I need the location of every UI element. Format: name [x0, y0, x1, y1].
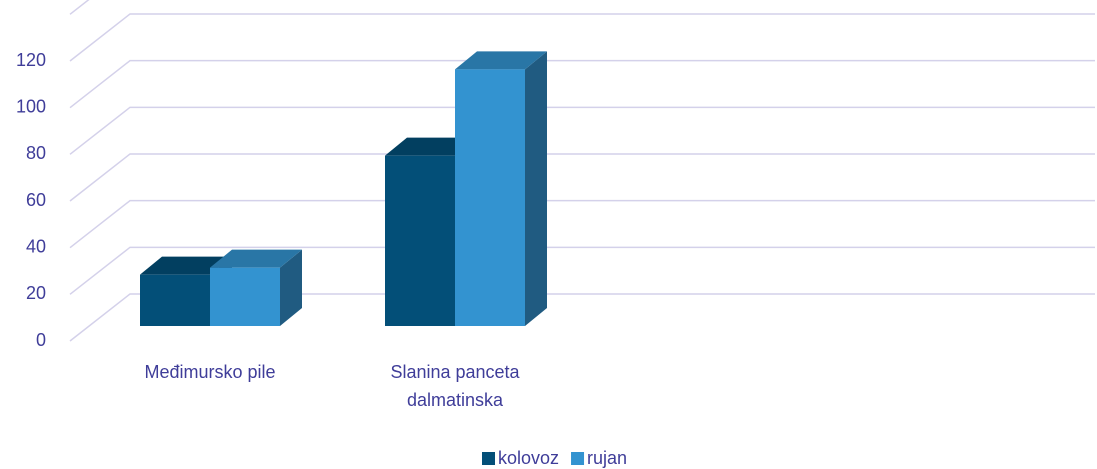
- x-tick-label: Međimursko pile: [144, 362, 276, 382]
- grid-line: [69, 153, 1095, 202]
- x-tick-label: Slanina panceta dalmatinska: [390, 362, 520, 410]
- legend-swatch: [482, 452, 495, 465]
- grid-line: [69, 0, 90, 15]
- grid-line: [69, 106, 1095, 155]
- bar: [140, 274, 210, 326]
- y-tick-label: 100: [16, 96, 46, 116]
- y-tick-label: 120: [16, 50, 46, 70]
- bar: [385, 155, 455, 326]
- grid-line: [69, 59, 1095, 109]
- grid-line: [69, 293, 1095, 342]
- bar-side: [280, 249, 302, 326]
- y-tick-label: 60: [26, 190, 46, 210]
- legend-label: rujan: [587, 448, 627, 468]
- bar-side: [525, 51, 547, 326]
- legend-swatch: [571, 452, 585, 465]
- y-tick-label: 80: [26, 143, 46, 163]
- bar-top: [140, 256, 232, 275]
- grid-line: [69, 13, 1095, 62]
- bar: [210, 267, 280, 326]
- bar: [455, 69, 525, 326]
- bar-top: [385, 137, 477, 156]
- y-tick-label: 0: [36, 330, 46, 350]
- grid-line: [69, 199, 1095, 249]
- bar-top: [455, 51, 547, 70]
- grid-line: [69, 246, 1095, 295]
- y-tick-label: 40: [26, 236, 46, 256]
- legend-label: kolovoz: [498, 448, 559, 468]
- bar-top: [210, 249, 302, 268]
- y-tick-label: 20: [26, 283, 46, 303]
